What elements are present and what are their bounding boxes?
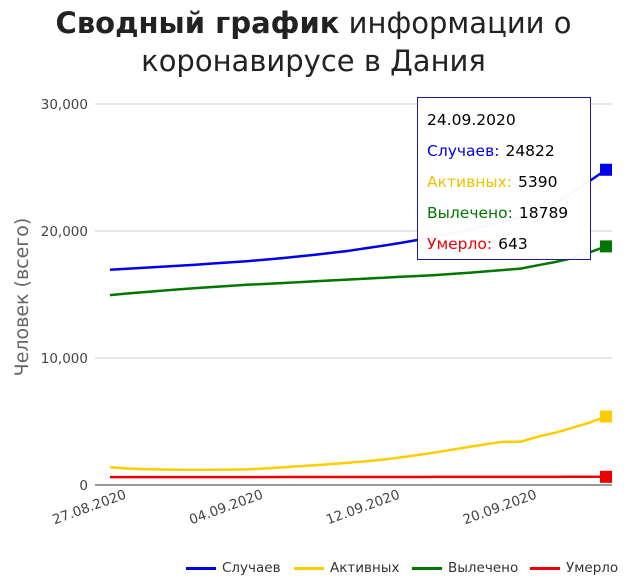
- x-tick-label: 20.09.2020: [461, 487, 539, 528]
- y-axis-label: Человек (всего): [11, 218, 33, 377]
- y-tick-label: 20,000: [41, 224, 88, 240]
- chart-title-bold: Сводный график: [55, 6, 340, 40]
- series-line[interactable]: [109, 245, 607, 297]
- data-tooltip: 24.09.2020 Случаев: 24822 Активных: 5390 В…: [417, 97, 591, 260]
- x-tick-label: 04.09.2020: [187, 487, 265, 528]
- y-tick-label: 30,000: [41, 97, 88, 113]
- tooltip-value: 24822: [505, 142, 555, 160]
- chart-legend: Случаев Активных Вылечено Умерло: [0, 558, 627, 578]
- tooltip-label: Умерло:: [427, 235, 493, 253]
- tooltip-row-active: Активных: 5390: [427, 172, 590, 203]
- chart-title-line-2: коронавирусе в Дания: [141, 44, 486, 78]
- x-axis-tick-labels: 27.08.2020 04.09.2020 12.09.2020 20.09.2020: [50, 487, 539, 528]
- legend-swatch: [186, 567, 216, 570]
- legend-label: Активных: [330, 560, 400, 576]
- tooltip-row-deaths: Умерло: 643: [427, 234, 590, 265]
- y-tick-label: 10,000: [41, 351, 88, 367]
- y-axis-tick-labels: 0 10,000 20,000 30,000: [41, 97, 88, 494]
- series-end-marker[interactable]: [600, 410, 612, 423]
- tooltip-value: 643: [498, 235, 528, 253]
- tooltip-value: 18789: [518, 204, 569, 222]
- tooltip-label: Случаев:: [427, 142, 500, 160]
- tooltip-label: Вылечено:: [427, 204, 513, 222]
- legend-label: Умерло: [566, 560, 619, 576]
- tooltip-row-recovered: Вылечено: 18789: [427, 203, 590, 234]
- series-end-marker[interactable]: [600, 163, 612, 176]
- tooltip-row-cases: Случаев: 24822: [427, 141, 590, 172]
- series-end-marker[interactable]: [600, 470, 612, 483]
- x-tick-label: 27.08.2020: [50, 487, 128, 528]
- legend-label: Случаев: [222, 560, 281, 576]
- chart-title: Сводный график информации о коронавирусе…: [0, 4, 627, 80]
- x-tick-label: 12.09.2020: [324, 487, 402, 528]
- tooltip-label: Активных:: [427, 173, 512, 191]
- legend-swatch: [530, 567, 560, 570]
- legend-label: Вылечено: [448, 560, 519, 576]
- series-line[interactable]: [109, 415, 607, 472]
- series-end-marker[interactable]: [600, 240, 612, 253]
- chart-title-line-1: Сводный график информации о: [0, 4, 627, 42]
- chart-title-rest: информации о: [348, 6, 572, 40]
- y-tick-label: 0: [79, 478, 88, 494]
- series-end-markers[interactable]: [600, 163, 612, 483]
- tooltip-date: 24.09.2020: [427, 111, 516, 129]
- legend-swatch: [412, 567, 442, 570]
- legend-swatch: [294, 567, 324, 570]
- tooltip-value: 5390: [517, 173, 558, 191]
